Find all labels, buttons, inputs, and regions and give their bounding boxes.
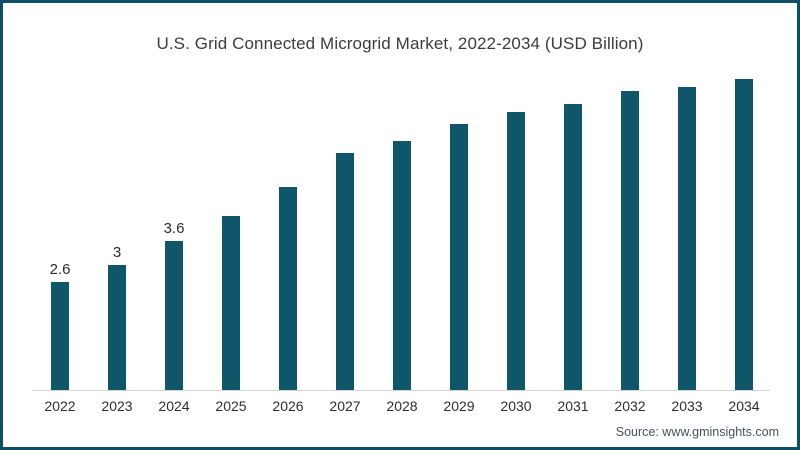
bar-2030	[507, 112, 525, 390]
bar-2024	[165, 241, 183, 390]
chart-title: U.S. Grid Connected Microgrid Market, 20…	[156, 34, 644, 53]
x-axis-label: 2025	[215, 398, 247, 414]
x-axis-label: 2033	[671, 398, 703, 414]
bar-2031	[564, 104, 582, 390]
x-axis-label: 2029	[443, 398, 475, 414]
bar-value-label: 2.6	[49, 261, 71, 278]
x-axis-label: 2023	[101, 398, 133, 414]
bar-2034	[735, 79, 753, 390]
x-axis-label: 2024	[158, 398, 190, 414]
plot-area: 2.6 2022 3 2023 3.6 2024 2025 2026 2027 2028 2029 2…	[3, 3, 797, 447]
x-axis-label: 2028	[386, 398, 418, 414]
bar-2025	[222, 216, 240, 390]
x-axis-label: 2026	[272, 398, 304, 414]
bar-2029	[450, 124, 468, 390]
bar-2022	[51, 282, 69, 390]
x-axis-label: 2027	[329, 398, 361, 414]
source-attribution: Source: www.gminsights.com	[615, 425, 779, 439]
bar-value-label: 3	[112, 244, 122, 261]
bar-2028	[393, 141, 411, 390]
x-axis-label: 2030	[500, 398, 532, 414]
bar-2023	[108, 265, 126, 390]
x-axis-label: 2022	[44, 398, 76, 414]
x-axis-label: 2034	[728, 398, 760, 414]
bar-2027	[336, 153, 354, 390]
bar-2026	[279, 187, 297, 390]
bar-2033	[678, 87, 696, 390]
x-axis-line	[32, 390, 770, 391]
bar-2032	[621, 91, 639, 390]
x-axis-label: 2032	[614, 398, 646, 414]
bar-value-label: 3.6	[163, 220, 185, 237]
x-axis-label: 2031	[557, 398, 589, 414]
